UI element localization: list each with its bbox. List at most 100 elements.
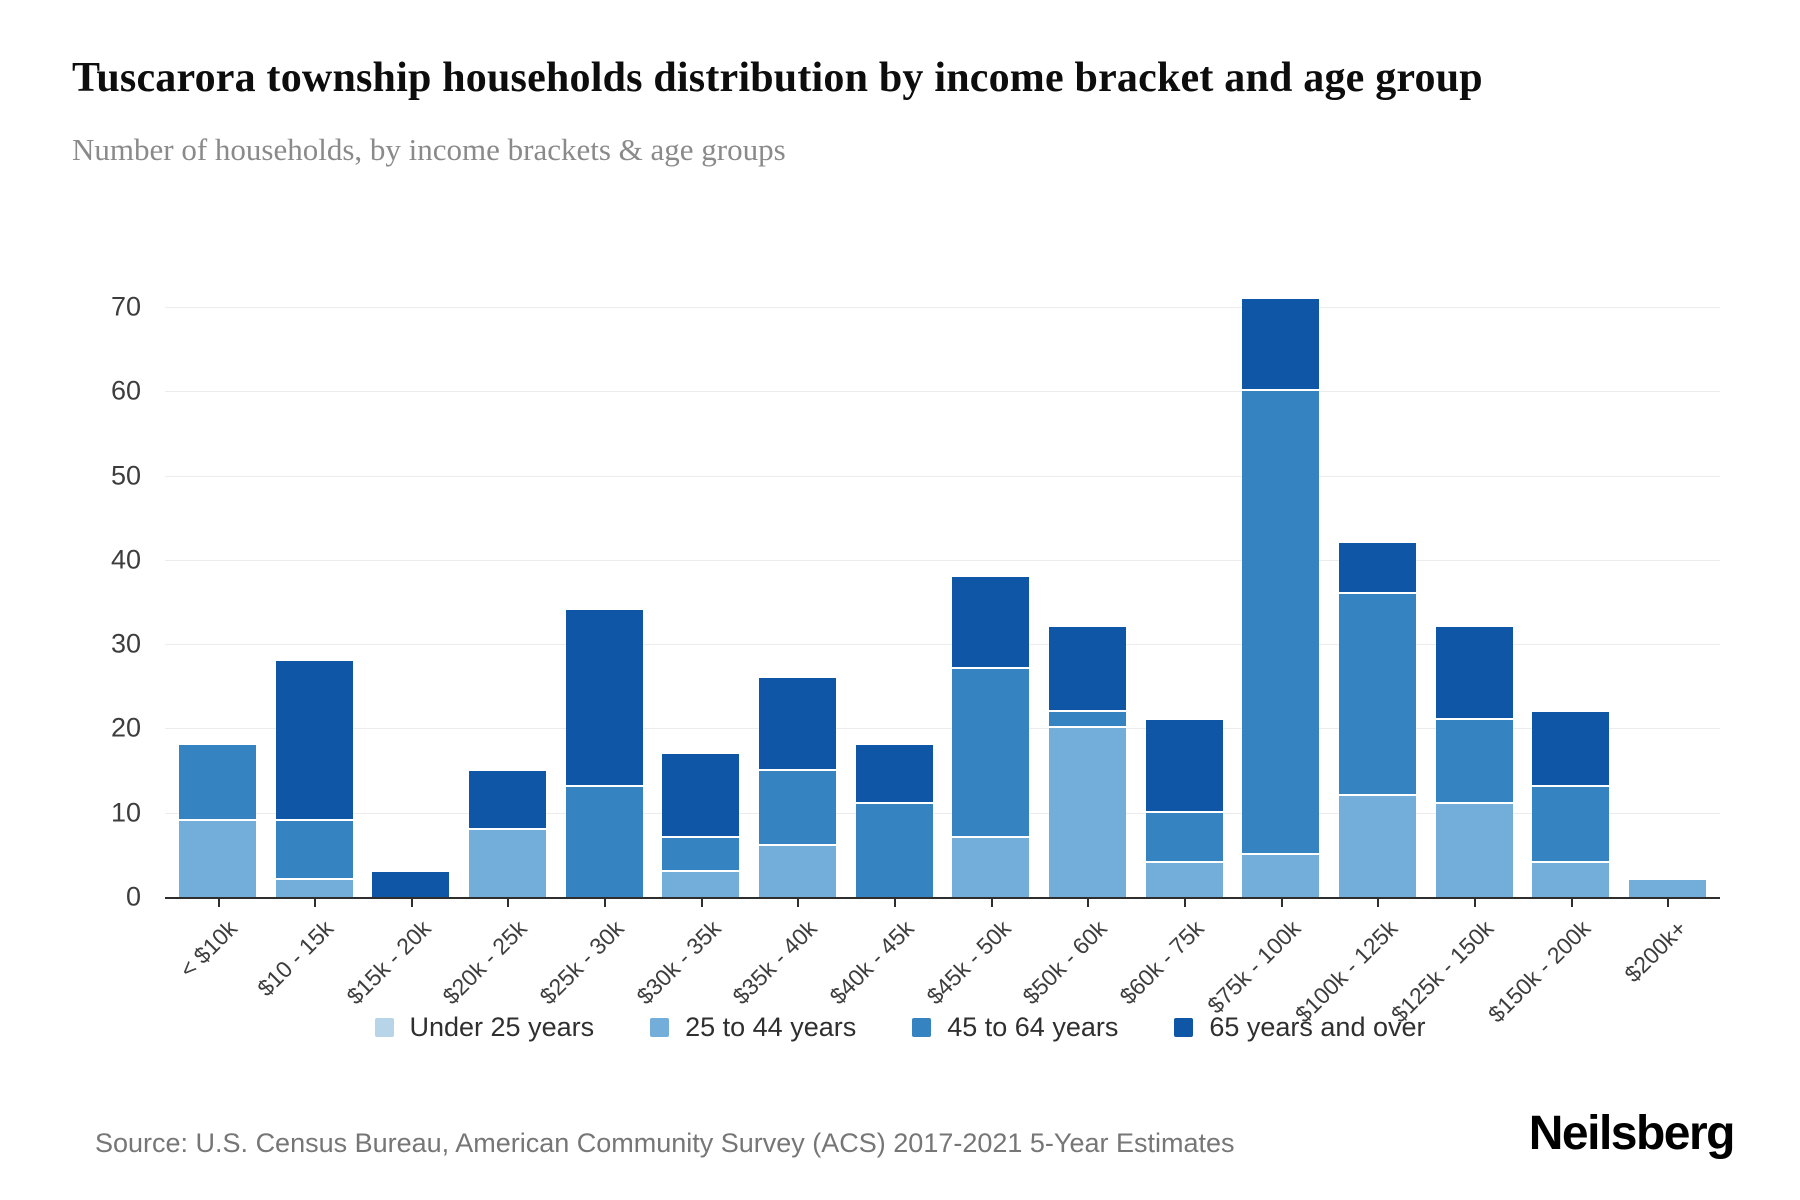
x-axis-tick-label: $20k - 25k xyxy=(437,915,533,1010)
bar-segment xyxy=(952,838,1030,897)
bar-segment xyxy=(1242,298,1320,392)
bar-stack xyxy=(1048,627,1126,897)
bar-125k-150k: $125k - 150k xyxy=(1386,307,1513,1027)
bar-segment xyxy=(1338,795,1416,897)
bar-segment xyxy=(1532,787,1610,864)
x-axis-tick xyxy=(1087,899,1090,907)
gridline-70 xyxy=(165,307,1720,308)
x-axis-tick-label: $15k - 20k xyxy=(341,915,436,1010)
legend-label: 25 to 44 years xyxy=(685,1012,857,1042)
x-axis-tick-label: < $10k xyxy=(174,915,243,983)
bar-stack xyxy=(565,610,643,897)
bar-segment xyxy=(565,610,643,788)
bar-stack xyxy=(1242,298,1320,897)
y-axis-tick-label: 30 xyxy=(110,628,141,659)
x-axis-tick xyxy=(410,899,413,907)
y-axis-tick-label: 10 xyxy=(110,797,141,828)
bar-stack xyxy=(758,677,836,897)
bar-stack xyxy=(1628,880,1706,897)
legend-swatch-icon xyxy=(1174,1018,1194,1037)
bar-20k-25k: $20k - 25k xyxy=(438,307,546,1009)
bar-stack xyxy=(468,770,546,897)
x-axis-tick-label: $35k - 40k xyxy=(727,915,822,1010)
bar-segment xyxy=(662,838,740,872)
bar-segment xyxy=(1532,863,1610,897)
brand-logo: Neilsberg xyxy=(1528,1107,1736,1160)
chart-subtitle: Number of households, by income brackets… xyxy=(72,131,786,167)
legend-swatch-icon xyxy=(912,1018,932,1037)
x-axis-tick xyxy=(314,899,317,907)
bar-stack xyxy=(372,871,450,897)
legend-label: Under 25 years xyxy=(409,1012,595,1042)
legend-label: 65 years and over xyxy=(1209,1012,1426,1042)
x-axis-tick-label: $75k - 100k xyxy=(1201,915,1306,1019)
x-axis-tick xyxy=(217,899,220,907)
bar-segment xyxy=(1242,854,1320,897)
legend-swatch-icon xyxy=(374,1018,394,1037)
bar-segment xyxy=(1338,593,1416,796)
x-axis-tick-label: $25k - 30k xyxy=(534,915,629,1010)
x-axis-tick xyxy=(1280,899,1283,907)
bar-segment xyxy=(662,871,740,897)
y-axis-tick-label: 0 xyxy=(125,881,141,912)
bar-segment xyxy=(468,770,546,830)
chart-title: Tuscarora township households distributi… xyxy=(72,55,1483,101)
source-note: Source: U.S. Census Bureau, American Com… xyxy=(95,1128,1235,1158)
bar-segment xyxy=(372,871,450,897)
legend-swatch-icon xyxy=(650,1018,670,1037)
bar-segment xyxy=(952,669,1030,838)
bar-stack xyxy=(275,661,353,897)
bar-10-15k: $10 - 15k xyxy=(253,307,353,1001)
x-axis-tick-label: $10 - 15k xyxy=(252,915,339,1002)
gridline-50 xyxy=(165,475,1720,477)
bar-35k-40k: $35k - 40k xyxy=(728,307,836,1009)
bar-segment xyxy=(855,745,933,805)
x-axis-tick xyxy=(1377,899,1380,907)
x-axis-tick-label: $50k - 60k xyxy=(1017,915,1112,1010)
x-axis-tick xyxy=(1184,899,1187,907)
legend-item: 45 to 64 years xyxy=(912,1012,1118,1043)
bar-segment xyxy=(1435,720,1513,805)
x-axis-tick xyxy=(1667,899,1670,907)
bar-segment xyxy=(952,576,1030,670)
bar-segment xyxy=(1048,728,1126,897)
x-axis-tick xyxy=(507,899,510,907)
bar-segment xyxy=(468,829,546,897)
bar-45k-50k: $45k - 50k xyxy=(921,307,1030,1009)
gridline-20 xyxy=(165,728,1720,730)
bar-25k-30k: $25k - 30k xyxy=(534,307,643,1009)
y-axis-tick-label: 20 xyxy=(110,712,141,743)
bar-segment xyxy=(1435,627,1513,721)
bar-segment xyxy=(565,787,643,897)
bar-stack xyxy=(1145,720,1223,897)
legend-label: 45 to 64 years xyxy=(947,1012,1119,1042)
legend-item: 25 to 44 years xyxy=(650,1012,856,1043)
gridline-30 xyxy=(165,644,1720,646)
x-axis-tick xyxy=(797,899,800,907)
bar-30k-35k: $30k - 35k xyxy=(631,307,740,1009)
bar-segment xyxy=(1435,804,1513,897)
legend-item: Under 25 years xyxy=(374,1012,595,1043)
bar-stack xyxy=(662,753,740,897)
gridline-10 xyxy=(165,812,1720,814)
bar-15k-20k: $15k - 20k xyxy=(341,307,450,1009)
bar-50k-60k: $50k - 60k xyxy=(1018,307,1126,1009)
bar-segment xyxy=(179,745,256,822)
bar-10k: < $10k xyxy=(174,307,256,983)
x-axis-tick xyxy=(604,899,607,907)
bar-60k-75k: $60k - 75k xyxy=(1114,307,1223,1009)
bar-segment xyxy=(758,677,836,771)
bars-container: < $10k $10 - 15k $15k - 20k $20k - 25k $25k … xyxy=(165,298,1720,1027)
plot-area: 0 10 20 30 40 50 60 70 < $10k $10 - 15k $15k - 20k… xyxy=(111,292,1720,1027)
bar-segment xyxy=(1145,720,1223,813)
bar-75k-100k: $75k - 100k xyxy=(1202,298,1320,1018)
x-axis-tick xyxy=(1474,899,1477,907)
bar-stack xyxy=(1532,711,1610,897)
bar-segment xyxy=(275,661,353,822)
bar-segment xyxy=(1242,391,1320,855)
y-axis-tick-label: 60 xyxy=(110,375,141,406)
bar-stack xyxy=(179,745,256,897)
bar-segment xyxy=(1628,880,1706,897)
x-axis-tick-label: $200k+ xyxy=(1619,915,1692,988)
